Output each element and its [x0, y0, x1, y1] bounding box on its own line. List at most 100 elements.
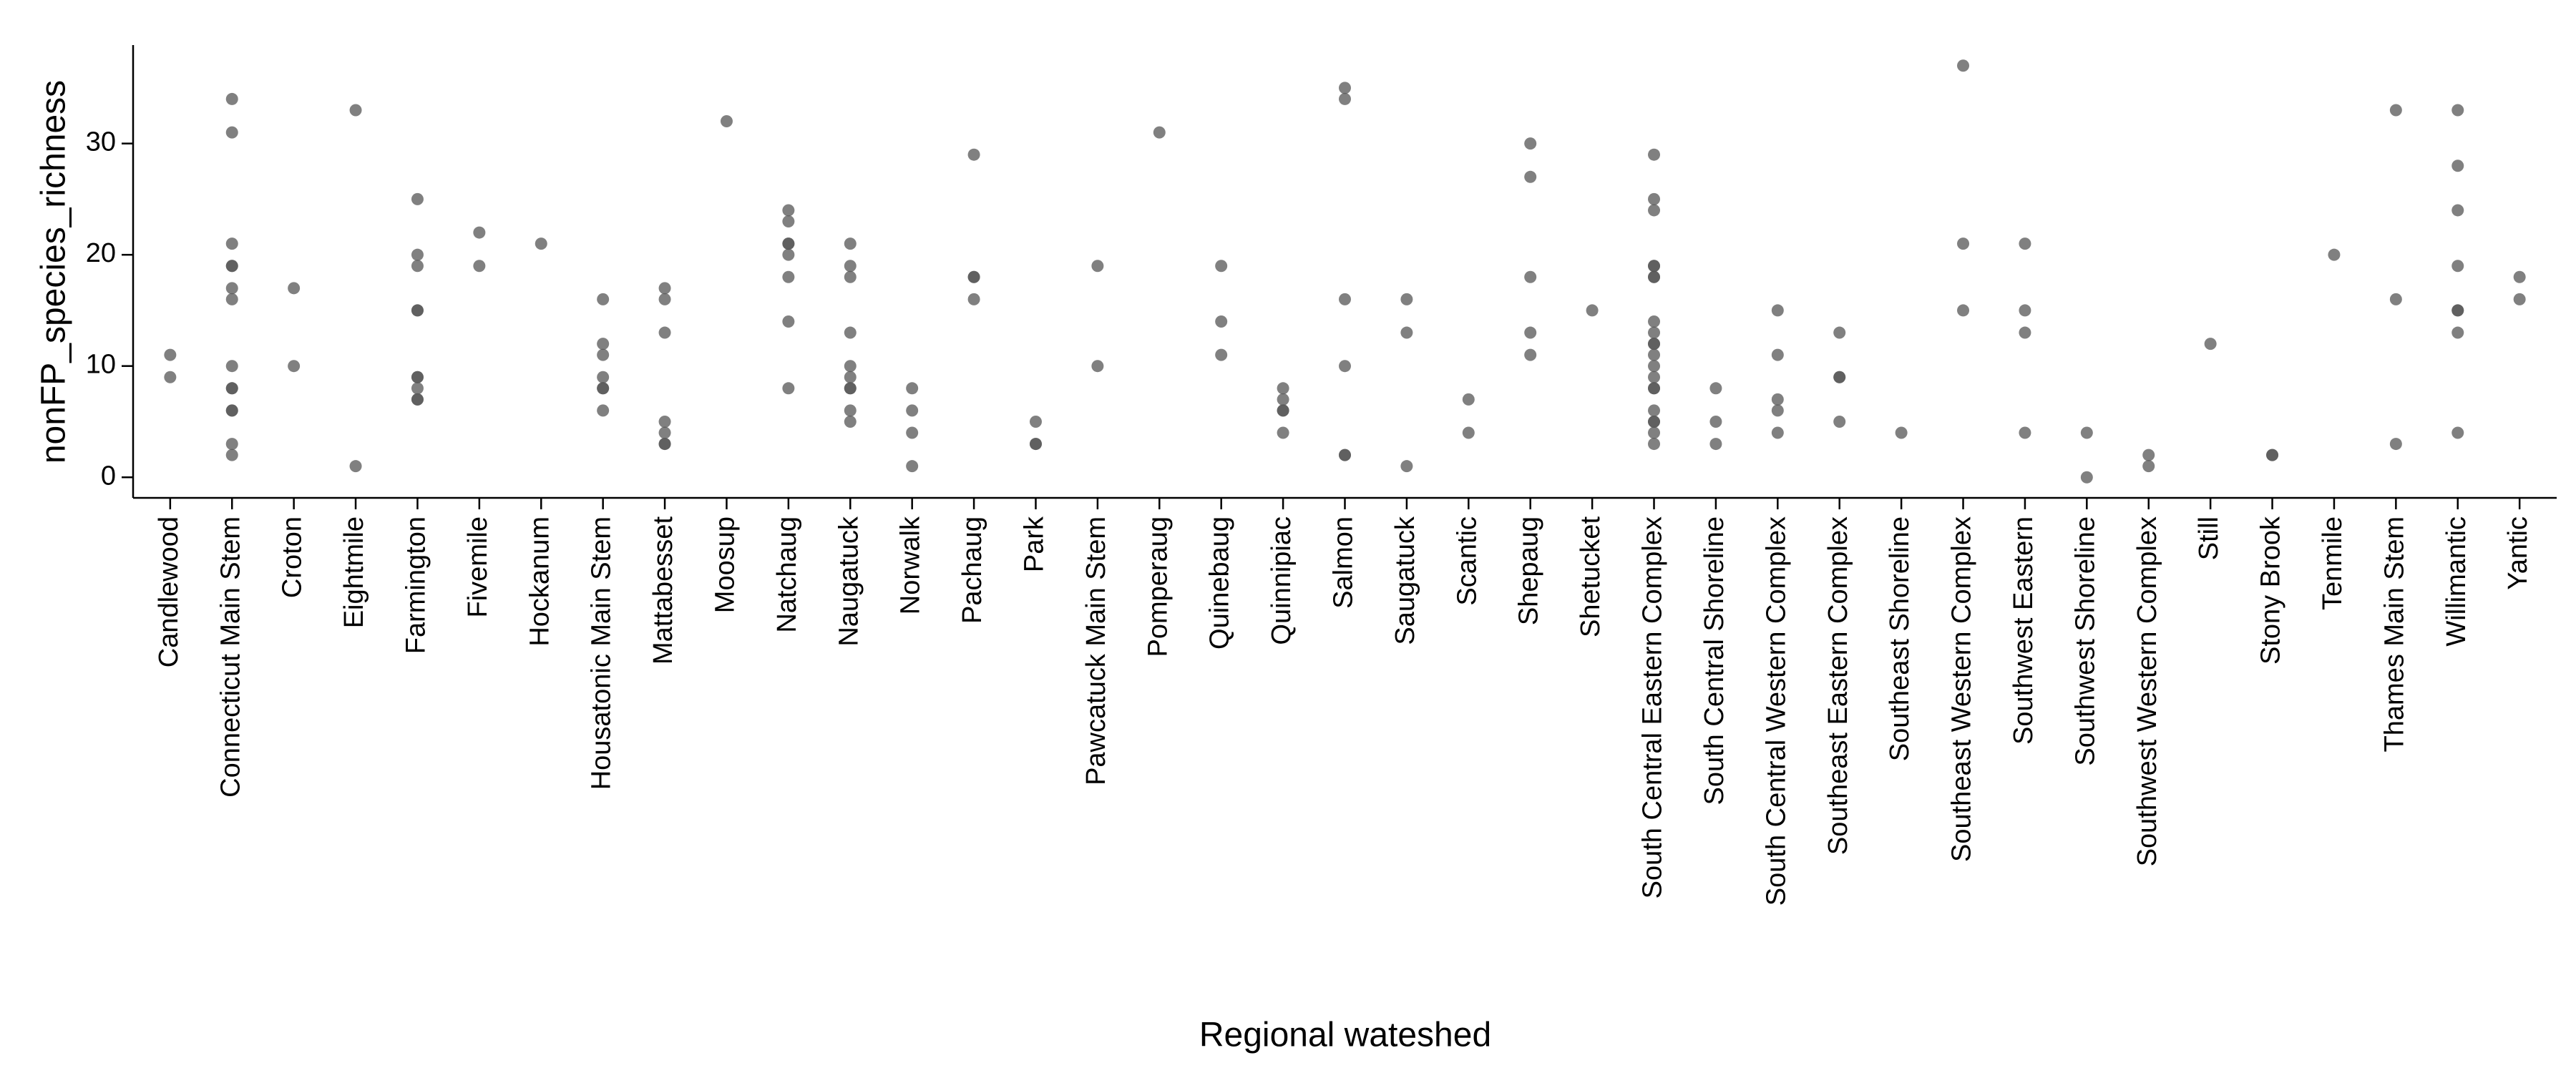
point	[782, 382, 795, 395]
point	[1277, 382, 1289, 395]
x-tick-label: Candlewood	[154, 516, 184, 667]
point	[1771, 426, 1784, 439]
x-tick-label: Fivemile	[463, 516, 493, 617]
point	[844, 360, 857, 373]
point	[1029, 415, 1042, 428]
point	[225, 404, 238, 417]
x-tick-label: Southwest Shoreline	[2070, 516, 2100, 766]
point	[658, 326, 671, 339]
x-tick-label: Pawcatuck Main Stem	[1081, 516, 1111, 785]
x-tick-label: Thames Main Stem	[2379, 516, 2409, 752]
point	[349, 104, 362, 117]
point	[1648, 348, 1661, 361]
x-tick-label: Farmington	[401, 516, 431, 654]
point	[1895, 426, 1908, 439]
point	[658, 282, 671, 295]
x-tick-label: Croton	[278, 516, 308, 598]
point	[1524, 170, 1537, 183]
x-tick-label: Salmon	[1329, 516, 1359, 609]
point	[2389, 293, 2402, 305]
point	[967, 293, 980, 305]
point	[1833, 415, 1846, 428]
x-tick-label: Park	[1020, 516, 1050, 572]
x-tick-label: Naugatuck	[834, 516, 864, 647]
y-axis-title: nonFP_species_richness	[35, 80, 73, 464]
point	[411, 371, 424, 383]
x-tick-label: Eightmile	[339, 516, 369, 628]
point	[720, 115, 733, 128]
point	[2451, 304, 2464, 317]
x-tick-label: Hockanum	[525, 516, 555, 647]
point	[535, 237, 547, 250]
point	[411, 382, 424, 395]
point	[2080, 471, 2093, 484]
y-tick-label: 20	[86, 238, 116, 268]
point	[597, 382, 610, 395]
point	[2019, 237, 2031, 250]
x-tick-label: Pachaug	[957, 516, 987, 624]
point	[1091, 260, 1104, 273]
x-tick-label: Southeast Western Complex	[1947, 516, 1977, 862]
point	[2389, 438, 2402, 451]
point	[844, 326, 857, 339]
point	[225, 237, 238, 250]
x-tick-label: Moosup	[711, 516, 741, 613]
point	[2451, 326, 2464, 339]
point	[1957, 304, 1970, 317]
y-tick-label: 0	[101, 461, 116, 491]
point	[1648, 382, 1661, 395]
point	[225, 260, 238, 273]
point	[164, 371, 177, 383]
point	[844, 415, 857, 428]
x-tick-label: Quinebaug	[1205, 516, 1235, 650]
point	[2080, 426, 2093, 439]
point	[2019, 304, 2031, 317]
point	[225, 438, 238, 451]
x-tick-label: Stony Brook	[2256, 516, 2286, 665]
point	[906, 404, 919, 417]
point	[1957, 237, 1970, 250]
point	[1771, 393, 1784, 406]
point	[1648, 404, 1661, 417]
point	[411, 304, 424, 317]
point	[1648, 371, 1661, 383]
point	[1586, 304, 1599, 317]
point	[782, 248, 795, 261]
point	[597, 371, 610, 383]
point	[2204, 338, 2217, 351]
point	[1400, 293, 1413, 305]
point	[844, 237, 857, 250]
point	[411, 192, 424, 205]
point	[1771, 304, 1784, 317]
point	[2451, 160, 2464, 172]
point	[2513, 270, 2526, 283]
point	[2451, 204, 2464, 217]
point	[2451, 104, 2464, 117]
point	[1648, 270, 1661, 283]
point	[2389, 104, 2402, 117]
point	[1215, 315, 1228, 328]
point	[473, 260, 486, 273]
point	[1277, 426, 1289, 439]
point	[597, 348, 610, 361]
x-axis-title: Regional wateshed	[1199, 1016, 1491, 1054]
point	[1709, 382, 1722, 395]
point	[1215, 348, 1228, 361]
point	[1648, 415, 1661, 428]
point	[288, 360, 301, 373]
point	[1524, 348, 1537, 361]
point	[782, 270, 795, 283]
x-tick-label: Mattabesset	[648, 516, 678, 665]
x-tick-label: Southwest Western Complex	[2132, 516, 2162, 866]
point	[782, 204, 795, 217]
point	[1524, 137, 1537, 150]
point	[2019, 326, 2031, 339]
point	[1648, 360, 1661, 373]
point	[1029, 438, 1042, 451]
point	[288, 282, 301, 295]
point	[411, 260, 424, 273]
point	[2142, 449, 2155, 461]
point	[411, 248, 424, 261]
x-tick-label: Shetucket	[1576, 516, 1606, 637]
